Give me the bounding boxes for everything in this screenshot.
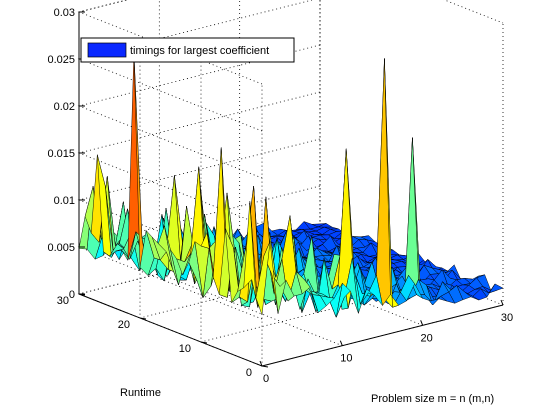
surface-patch bbox=[255, 241, 271, 316]
y-tick-label: 30 bbox=[57, 295, 69, 307]
surface-mesh bbox=[78, 52, 504, 318]
y-axis-title: Runtime bbox=[120, 387, 161, 399]
legend-label: timings for largest coefficient bbox=[130, 45, 269, 57]
y-tick bbox=[78, 293, 86, 296]
legend: timings for largest coefficient bbox=[80, 37, 295, 63]
x-tick bbox=[259, 360, 263, 367]
box-edge bbox=[443, 0, 504, 24]
z-gridline bbox=[77, 44, 321, 179]
y-tick-label: 10 bbox=[179, 343, 191, 355]
y-tick-label: 20 bbox=[118, 319, 130, 331]
x-tick bbox=[420, 320, 424, 326]
y-tick bbox=[139, 317, 147, 320]
y-axis-line bbox=[78, 293, 263, 367]
z-tick-label: 0.02 bbox=[54, 101, 75, 113]
x-tick-label: 30 bbox=[501, 312, 513, 324]
box-edge bbox=[78, 0, 129, 13]
legend-swatch bbox=[87, 42, 127, 58]
x-tick bbox=[500, 299, 504, 306]
x-tick bbox=[339, 340, 343, 346]
x-axis-line bbox=[261, 304, 504, 367]
x-axis-title: Problem size m = n (m,n) bbox=[371, 393, 494, 405]
y-tick bbox=[261, 365, 269, 368]
x-tick-label: 0 bbox=[263, 373, 269, 385]
z-tick-label: 0.025 bbox=[47, 54, 75, 66]
z-gridline bbox=[77, 0, 314, 132]
z-tick-label: 0.01 bbox=[54, 195, 75, 207]
y-tick bbox=[200, 341, 208, 344]
x-tick-label: 20 bbox=[421, 332, 433, 344]
z-tick-label: 0.015 bbox=[47, 148, 75, 160]
z-tick-label: 0 bbox=[69, 289, 75, 301]
surface-patch bbox=[488, 283, 504, 294]
z-tick-label: 0.005 bbox=[47, 242, 75, 254]
x-tick-label: 10 bbox=[340, 353, 352, 365]
z-tick-label: 0.03 bbox=[54, 7, 75, 19]
y-tick-label: 0 bbox=[246, 367, 252, 379]
plot-axes: 00.0050.010.0150.020.0250.03010203001020… bbox=[47, 7, 513, 385]
